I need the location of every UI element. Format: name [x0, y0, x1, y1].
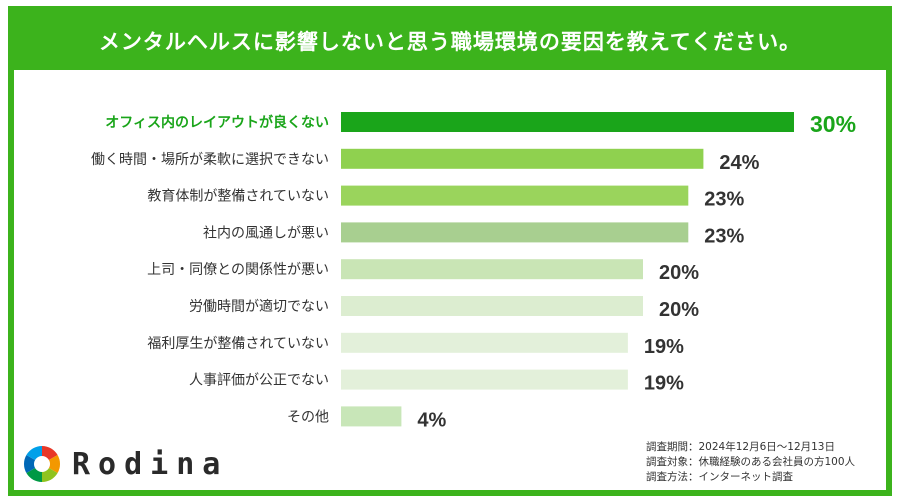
value-label: 23% — [704, 225, 744, 247]
chart-title: メンタルヘルスに影響しないと思う職場環境の要因を教えてください。 — [14, 12, 886, 70]
bar — [341, 148, 704, 169]
chart-frame: メンタルヘルスに影響しないと思う職場環境の要因を教えてください。 — [8, 6, 892, 496]
bar — [341, 222, 689, 243]
value-label: 4% — [417, 409, 446, 431]
value-label: 30% — [810, 111, 856, 137]
value-label: 20% — [659, 262, 699, 284]
bar — [341, 332, 628, 353]
value-label: 24% — [719, 152, 759, 174]
category-label: その他 — [287, 409, 329, 425]
bar — [341, 406, 402, 427]
category-label: 福利厚生が整備されていない — [147, 336, 329, 352]
value-label: 20% — [659, 299, 699, 321]
survey-target: 調査対象：休職経験のある会社員の方100人 — [646, 456, 856, 468]
bar — [341, 259, 643, 280]
category-label: 社内の風通しが悪い — [203, 225, 329, 241]
category-label: オフィス内のレイアウトが良くない — [105, 114, 329, 131]
category-label: 人事評価が公正でない — [189, 373, 329, 389]
category-label: 労働時間が適切でない — [189, 298, 329, 315]
value-label: 19% — [644, 336, 684, 358]
category-label: 働く時間・場所が柔軟に選択できない — [91, 152, 329, 168]
bar — [341, 296, 643, 316]
rodina-logo-icon — [23, 446, 61, 482]
value-label: 19% — [644, 373, 684, 395]
value-label: 23% — [704, 189, 744, 211]
brand-name: Rodina — [72, 446, 229, 482]
brand-logo: Rodina — [22, 444, 228, 484]
survey-info: 調査期間：2024年12月6日～12月13日 調査対象：休職経験のある会社員の方… — [646, 440, 855, 485]
category-label: 教育体制が整備されていない — [147, 189, 329, 205]
bar — [341, 185, 689, 206]
bar — [341, 369, 628, 390]
survey-period: 調査期間：2024年12月6日～12月13日 — [646, 441, 835, 453]
bar — [341, 112, 794, 132]
category-label: 上司・同僚との関係性が悪い — [147, 262, 329, 278]
survey-method: 調査方法：インターネット調査 — [646, 471, 793, 483]
